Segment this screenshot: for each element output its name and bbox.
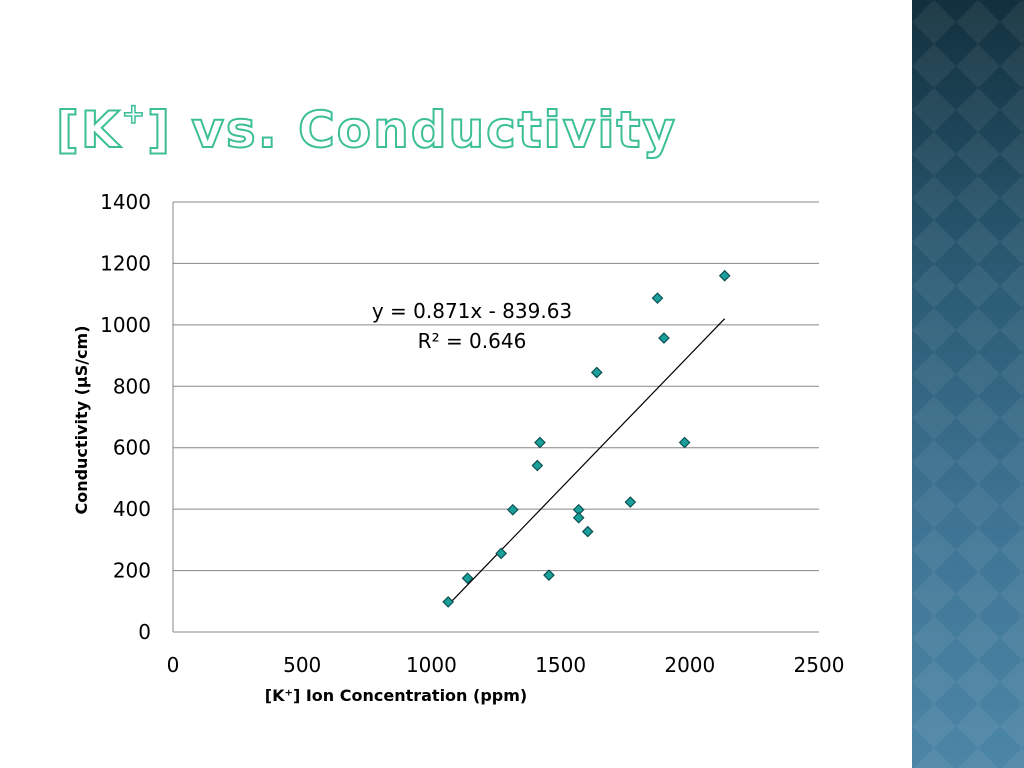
x-tick-label: 2500 [794, 653, 845, 677]
data-point [718, 269, 731, 282]
data-point [658, 332, 670, 344]
y-tick-label: 800 [113, 374, 151, 398]
y-tick-label: 1200 [100, 251, 151, 275]
y-tick-labels: 0 200 400 600 800 1000 1200 1400 [100, 190, 151, 644]
y-tick-label: 400 [113, 497, 151, 521]
x-tick-label: 500 [283, 653, 321, 677]
title-rest: ] vs. Conductivity [146, 101, 678, 159]
data-point [543, 569, 555, 582]
side-decoration-panel [912, 0, 1024, 768]
y-tick-label: 0 [138, 620, 151, 644]
slide-title: [K+] vs. Conductivity [55, 97, 677, 156]
title-superscript: + [121, 97, 148, 130]
x-tick-label: 2000 [664, 653, 715, 677]
title-main: [K [55, 101, 122, 159]
data-point [678, 436, 691, 449]
data-point [442, 596, 455, 608]
data-point [506, 503, 519, 516]
data-point [531, 459, 544, 472]
data-point [651, 292, 664, 304]
gridlines [173, 201, 819, 633]
scatter-chart: 0 200 400 600 800 1000 1200 1400 0 500 1000 1500 20… [72, 190, 845, 705]
data-points [442, 269, 731, 608]
data-point [534, 436, 546, 449]
diamond-pattern [912, 0, 1024, 768]
x-axis-title: [K⁺] Ion Concentration (ppm) [265, 686, 527, 705]
data-point [495, 547, 508, 560]
trendline [447, 318, 726, 606]
data-point [624, 496, 637, 508]
y-tick-label: 600 [113, 436, 151, 460]
data-point [590, 366, 603, 379]
data-point [581, 525, 594, 538]
x-tick-label: 0 [167, 653, 180, 677]
x-tick-labels: 0 500 1000 1500 2000 2500 [167, 653, 845, 677]
y-tick-label: 1400 [100, 190, 151, 214]
y-axis-title: Conductivity (µS/cm) [72, 325, 91, 514]
trendline-equation: y = 0.871x - 839.63 [372, 299, 572, 323]
x-tick-label: 1500 [535, 653, 586, 677]
data-point [461, 572, 474, 585]
x-tick-label: 1000 [406, 653, 457, 677]
y-tick-label: 200 [113, 559, 151, 583]
trendline-r-squared: R² = 0.646 [418, 329, 527, 353]
y-tick-label: 1000 [100, 313, 151, 337]
data-point [572, 511, 585, 524]
